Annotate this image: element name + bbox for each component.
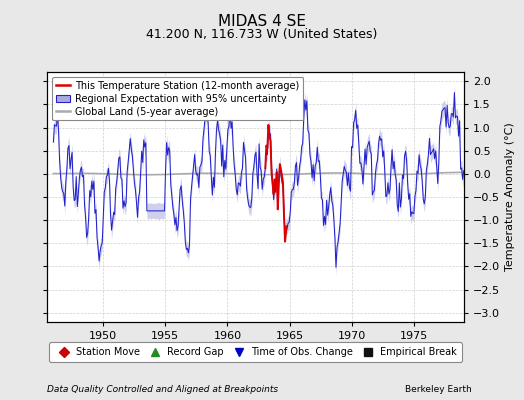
Text: Berkeley Earth: Berkeley Earth	[405, 385, 472, 394]
Text: 41.200 N, 116.733 W (United States): 41.200 N, 116.733 W (United States)	[146, 28, 378, 41]
Text: Data Quality Controlled and Aligned at Breakpoints: Data Quality Controlled and Aligned at B…	[47, 385, 278, 394]
Legend: This Temperature Station (12-month average), Regional Expectation with 95% uncer: This Temperature Station (12-month avera…	[52, 77, 303, 120]
Y-axis label: Temperature Anomaly (°C): Temperature Anomaly (°C)	[506, 123, 516, 271]
Text: MIDAS 4 SE: MIDAS 4 SE	[218, 14, 306, 29]
Legend: Station Move, Record Gap, Time of Obs. Change, Empirical Break: Station Move, Record Gap, Time of Obs. C…	[49, 342, 462, 362]
